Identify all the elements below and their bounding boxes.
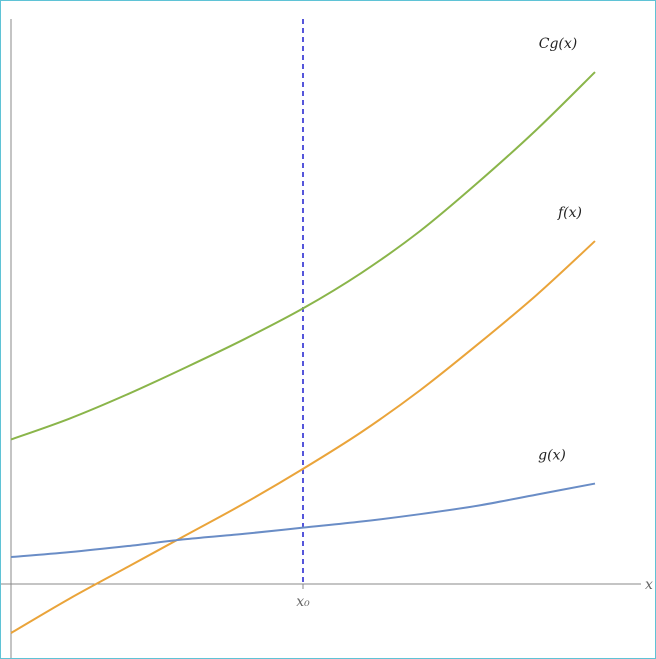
series-layer: Cg(x) f(x) g(x) bbox=[10, 36, 596, 634]
series-line-gx bbox=[10, 482, 596, 559]
x-axis-label: x bbox=[645, 577, 653, 593]
series-label-cgx: Cg(x) bbox=[539, 36, 578, 52]
series-label-fx: f(x) bbox=[557, 205, 582, 221]
series-line-cgx bbox=[10, 71, 596, 441]
series-label-gx: g(x) bbox=[538, 448, 566, 464]
x0-tick-label: x₀ bbox=[296, 594, 310, 610]
series-line-fx bbox=[10, 240, 596, 634]
